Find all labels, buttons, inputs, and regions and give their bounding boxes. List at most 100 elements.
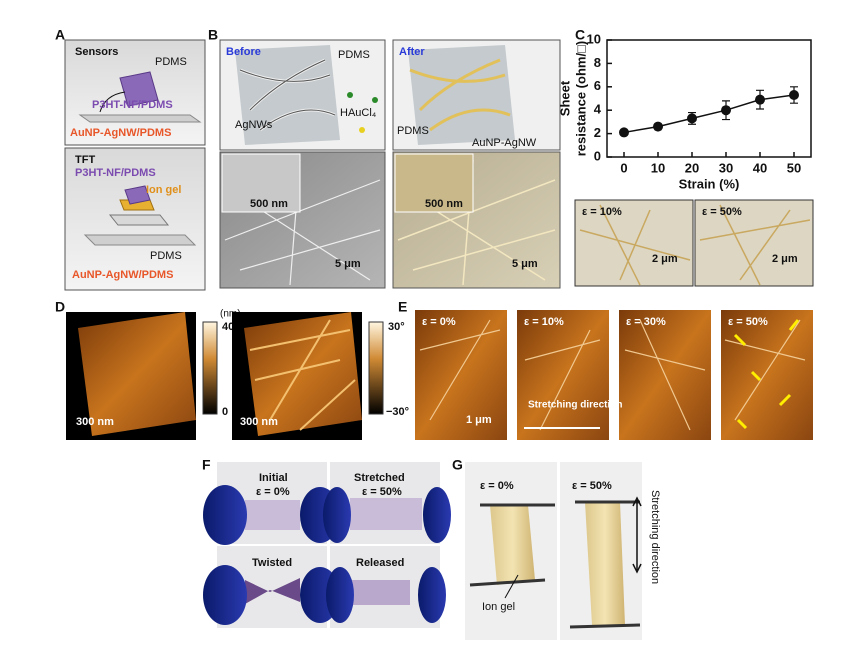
data-point [789,89,799,100]
state-label: Twisted [252,557,292,569]
y-axis-label: Sheet [557,80,572,116]
illustration-line [504,574,519,599]
illustration-circle [372,97,378,103]
illustration-polygon [124,185,151,205]
strain-label: ε = 10% [582,206,622,218]
scale-label: 300 nm [240,416,278,428]
state-label: Initial [259,472,288,484]
after-wires: AuNP-AgNW [472,137,537,149]
tft-pdms: PDMS [150,250,182,262]
illustration-path [408,45,515,145]
x-tick-label: 10 [651,160,665,175]
state-label: Stretched [354,472,405,484]
illustration-polygon [83,234,197,246]
data-point [687,113,697,124]
scale-label: 300 nm [76,416,114,428]
strain-label: ε = 0% [256,486,290,498]
illustration-line [469,578,546,587]
before-scale: 5 μm [335,258,361,270]
illustration-rect [350,498,422,530]
illustration-ellipse [203,565,247,625]
illustration-path [632,496,642,574]
illustration-polygon [78,114,202,123]
x-tick-label: 20 [685,160,699,175]
tft-electrode: AuNP-AgNW/PDMS [72,269,173,281]
strain-label: ε = 0% [480,480,514,492]
panel-label: B [208,27,218,43]
x-axis-label: Strain (%) [679,176,740,191]
data-point [653,121,663,132]
illustration-ellipse [203,485,247,545]
y-tick-label: 0 [594,148,601,163]
illustration-circle [347,92,353,98]
x-tick-label: 30 [719,160,733,175]
y-axis-label: resistance (ohm/□) [573,41,588,157]
illustration-ellipse [418,567,446,623]
colorbar [202,321,218,415]
direction-label: Stretching direction [528,400,622,411]
illustration-path [409,58,511,132]
after-pdms: PDMS [397,125,429,137]
illustration-rect [221,153,301,213]
panel-label: C [575,27,585,43]
illustration-line [569,623,641,629]
illustration-path [245,578,300,604]
before-inset-scale: 500 nm [250,198,288,210]
tft-title: TFT [75,154,95,166]
illustration-ellipse [323,487,351,543]
illustration-rect [350,580,410,605]
scale-label: 1 μm [466,414,492,426]
gel-label: Ion gel [482,601,515,613]
x-tick-label: 50 [787,160,801,175]
state-label: Released [356,557,404,569]
afm-series [415,310,813,440]
sensor-pdms: PDMS [155,56,187,68]
illustration-path [419,319,806,431]
illustration-polygon [108,214,170,226]
x-tick-label: 40 [753,160,767,175]
panel-label: A [55,27,65,43]
strain-label: ε = 50% [728,316,768,328]
y-tick-label: 10 [587,31,601,46]
strain-label: ε = 50% [362,486,402,498]
illustration-path [224,159,381,286]
panel-label: E [398,299,407,315]
colorbar [368,321,384,415]
illustration-polygon [244,312,362,436]
data-line [623,94,795,134]
illustration-path [733,319,800,430]
resistance-chart: C 0 2 4 6 8 10 0 10 20 30 40 50 Strain (%) Sheet resist… [557,27,812,191]
x-tick-label: 0 [620,160,627,175]
panel-label: D [55,299,65,315]
sensor-electrode: AuNP-AgNW/PDMS [70,127,171,139]
illustration-rect [517,310,609,440]
y-tick-label: 4 [594,102,602,117]
illustration-polygon [490,505,535,585]
after-title: After [399,46,425,58]
scale-label: 2 μm [652,253,678,265]
data-point [755,94,765,105]
illustration-polygon [585,502,625,625]
illustration-ellipse [423,487,451,543]
tft-dielectric: Ion gel [146,184,181,196]
illustration-rect [245,500,300,530]
before-wires: AgNWs [235,119,273,131]
after-inset-scale: 500 nm [425,198,463,210]
before-title: Before [226,46,261,58]
illustration-rect [721,310,813,440]
unit: (nm) [220,309,241,320]
strain-label: ε = 50% [572,480,612,492]
illustration-path [99,91,126,113]
illustration-polygon [119,71,159,107]
y-tick-label: 8 [594,55,601,70]
direction-label: Stretching direction [649,490,661,584]
illustration-rect [394,153,474,213]
strain-label: ε = 50% [702,206,742,218]
data-point [619,127,629,138]
colorbar-min: −30° [386,406,409,418]
photo-pair [465,462,642,640]
illustration-ellipse [326,567,354,623]
illustration-circle [359,127,365,133]
colorbar-max: 30° [388,321,405,333]
colorbar-max: 40 [222,321,234,333]
